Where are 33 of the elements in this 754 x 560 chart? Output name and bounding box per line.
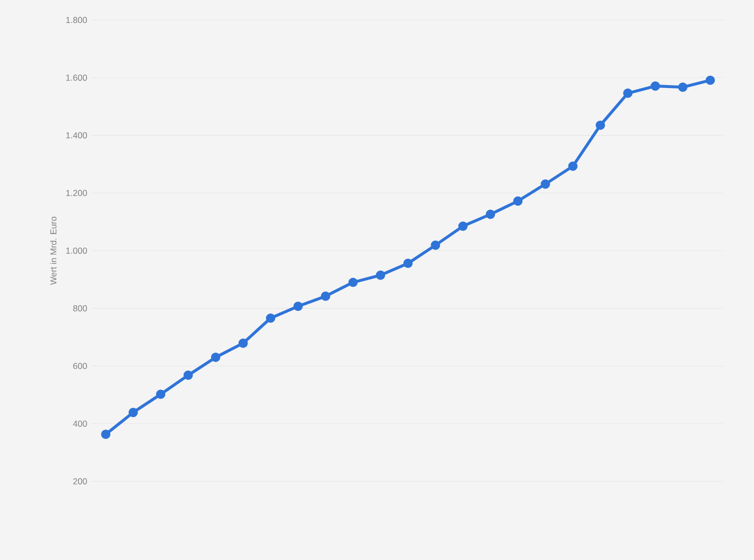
- point: [376, 270, 386, 280]
- point: [156, 390, 166, 399]
- y-axis-title: Wert in Mrd. Euro: [50, 216, 56, 285]
- point: [430, 240, 440, 250]
- y-tick-label: 1.800: [66, 16, 87, 24]
- point: [650, 81, 660, 91]
- point: [266, 313, 276, 323]
- point: [678, 82, 688, 92]
- point: [706, 76, 715, 85]
- point: [184, 370, 193, 380]
- point: [540, 179, 550, 189]
- point: [348, 278, 358, 288]
- point: [210, 352, 220, 362]
- point: [568, 162, 578, 171]
- point: [623, 88, 632, 98]
- point: [458, 221, 468, 231]
- y-tick-label: 400: [73, 420, 87, 427]
- point: [513, 196, 523, 206]
- y-tick-label: 200: [73, 478, 87, 484]
- y-tick-label: 600: [73, 362, 87, 370]
- y-tick-label: 1.400: [66, 132, 87, 138]
- point: [101, 430, 110, 439]
- y-tick-label: 1.000: [66, 248, 87, 254]
- point: [128, 408, 138, 418]
- point: [403, 258, 413, 268]
- y-tick-label: 800: [73, 305, 87, 312]
- y-tick-label: 1.600: [66, 74, 87, 81]
- point: [486, 210, 496, 219]
- point: [238, 338, 248, 348]
- point: [320, 292, 330, 301]
- point: [293, 302, 303, 311]
- y-tick-label: 1.200: [66, 190, 87, 196]
- point: [596, 120, 606, 130]
